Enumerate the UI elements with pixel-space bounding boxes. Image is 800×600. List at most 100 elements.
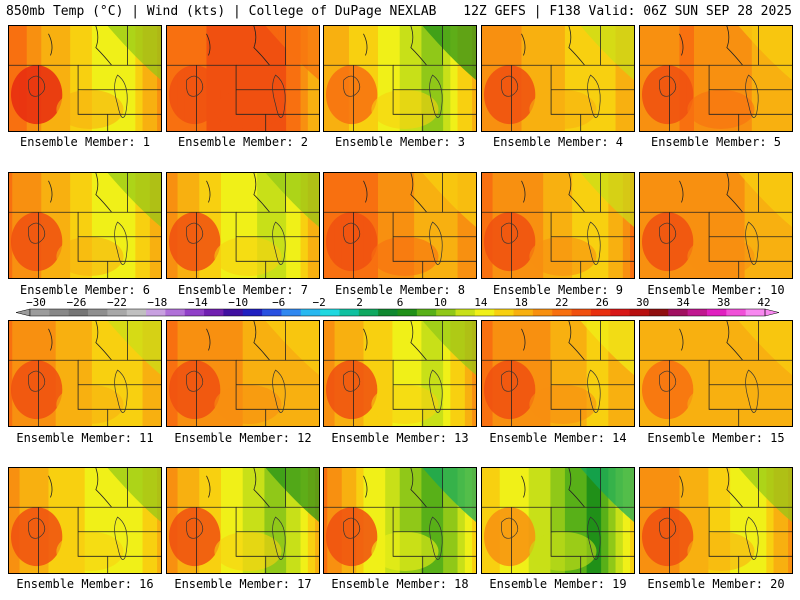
colorbar-tick-label: 18 bbox=[515, 296, 528, 309]
ensemble-member-map bbox=[639, 467, 793, 574]
colorbar-swatch bbox=[146, 309, 166, 316]
colorbar-swatch bbox=[223, 309, 244, 316]
ensemble-member-label: Ensemble Member: 16 bbox=[16, 577, 154, 591]
ensemble-member-map bbox=[639, 320, 793, 427]
colorbar-tick-label: 14 bbox=[474, 296, 488, 309]
temperature-colorbar: −30 −26 −22 −18 −14 −10 −6 −2 2 6 10 14 18 22 26 30 34 38… bbox=[15, 296, 780, 317]
colorbar-swatch bbox=[706, 309, 727, 316]
ensemble-member-map bbox=[481, 25, 635, 132]
colorbar-swatch bbox=[126, 309, 147, 316]
colorbar-swatch bbox=[590, 309, 611, 316]
ensemble-member-label: Ensemble Member: 12 bbox=[174, 431, 312, 445]
colorbar-swatch bbox=[165, 309, 186, 316]
ensemble-member-map bbox=[166, 320, 320, 427]
colorbar-swatch bbox=[687, 309, 708, 316]
colorbar-swatch bbox=[107, 309, 128, 316]
colorbar-tick-label: −26 bbox=[66, 296, 86, 309]
colorbar-tick-label: −2 bbox=[312, 296, 325, 309]
ensemble-member-label: Ensemble Member: 2 bbox=[177, 135, 309, 149]
colorbar-swatch bbox=[668, 309, 689, 316]
colorbar-swatch bbox=[648, 309, 669, 316]
colorbar-swatch bbox=[68, 309, 89, 316]
ensemble-member-map bbox=[166, 467, 320, 574]
ensemble-member-map bbox=[8, 172, 162, 279]
colorbar-tick-label: −14 bbox=[188, 296, 208, 309]
ensemble-member-label: Ensemble Member: 19 bbox=[489, 577, 627, 591]
colorbar-tick-label: 2 bbox=[356, 296, 363, 309]
ensemble-member-map bbox=[639, 25, 793, 132]
colorbar-tick-label: 34 bbox=[676, 296, 690, 309]
colorbar-swatch bbox=[397, 309, 418, 316]
ensemble-member-map bbox=[323, 320, 477, 427]
colorbar-tick-label: 10 bbox=[434, 296, 447, 309]
colorbar-swatch bbox=[629, 309, 650, 316]
colorbar-swatch bbox=[242, 309, 263, 316]
colorbar-swatch bbox=[494, 309, 515, 316]
colorbar-tick-label: −22 bbox=[107, 296, 127, 309]
ensemble-member-map bbox=[481, 467, 635, 574]
ensemble-member-label: Ensemble Member: 14 bbox=[489, 431, 627, 445]
ensemble-member-label: Ensemble Member: 5 bbox=[650, 135, 782, 149]
ensemble-member-label: Ensemble Member: 4 bbox=[492, 135, 624, 149]
ensemble-member-map bbox=[323, 25, 477, 132]
colorbar-swatch bbox=[30, 309, 50, 316]
ensemble-member-map bbox=[166, 25, 320, 132]
colorbar-swatch bbox=[358, 309, 379, 316]
colorbar-tick-label: 30 bbox=[636, 296, 649, 309]
colorbar-swatch bbox=[416, 309, 437, 316]
colorbar-tick-label: −30 bbox=[26, 296, 46, 309]
ensemble-member-map bbox=[8, 320, 162, 427]
colorbar-swatch bbox=[474, 309, 495, 316]
colorbar-swatch bbox=[455, 309, 476, 316]
colorbar-swatch bbox=[745, 309, 766, 316]
ensemble-member-label: Ensemble Member: 20 bbox=[647, 577, 785, 591]
colorbar-swatch bbox=[262, 309, 282, 316]
colorbar-swatch bbox=[571, 309, 592, 316]
ensemble-member-label: Ensemble Member: 3 bbox=[334, 135, 466, 149]
ensemble-member-map bbox=[323, 172, 477, 279]
colorbar-tick-label: 6 bbox=[397, 296, 404, 309]
colorbar-swatch bbox=[204, 309, 224, 316]
ensemble-member-label: Ensemble Member: 10 bbox=[647, 283, 785, 297]
colorbar-swatch bbox=[281, 309, 302, 316]
ensemble-member-label: Ensemble Member: 15 bbox=[647, 431, 785, 445]
ensemble-member-label: Ensemble Member: 11 bbox=[16, 431, 154, 445]
colorbar-swatch bbox=[726, 309, 747, 316]
colorbar-swatch bbox=[436, 309, 457, 316]
ensemble-member-label: Ensemble Member: 6 bbox=[19, 283, 151, 297]
colorbar-swatch bbox=[610, 309, 631, 316]
colorbar-tick-label: 42 bbox=[757, 296, 770, 309]
ensemble-member-map bbox=[8, 25, 162, 132]
colorbar-swatch bbox=[300, 309, 321, 316]
ensemble-member-label: Ensemble Member: 9 bbox=[492, 283, 624, 297]
ensemble-member-map bbox=[8, 467, 162, 574]
colorbar-swatch bbox=[320, 309, 340, 316]
colorbar-tick-label: 22 bbox=[555, 296, 568, 309]
colorbar-swatch bbox=[88, 309, 108, 316]
colorbar-swatch bbox=[532, 309, 553, 316]
colorbar-swatch bbox=[513, 309, 534, 316]
run-info: 12Z GEFS | F138 Valid: 06Z SUN SEP 28 20… bbox=[463, 4, 792, 19]
ensemble-member-label: Ensemble Member: 8 bbox=[334, 283, 466, 297]
colorbar-tick-label: 26 bbox=[596, 296, 609, 309]
colorbar-tick-label: 38 bbox=[717, 296, 730, 309]
ensemble-member-label: Ensemble Member: 1 bbox=[19, 135, 151, 149]
colorbar-swatch bbox=[339, 309, 360, 316]
ensemble-member-label: Ensemble Member: 18 bbox=[331, 577, 469, 591]
map-title: 850mb Temp (°C) | Wind (kts) | College o… bbox=[6, 4, 437, 19]
colorbar-tick-label: −18 bbox=[147, 296, 167, 309]
ensemble-member-map bbox=[481, 172, 635, 279]
ensemble-member-label: Ensemble Member: 17 bbox=[174, 577, 312, 591]
colorbar-tick-label: −6 bbox=[272, 296, 285, 309]
ensemble-member-map bbox=[323, 467, 477, 574]
ensemble-member-map bbox=[639, 172, 793, 279]
colorbar-swatch bbox=[49, 309, 70, 316]
ensemble-member-map bbox=[481, 320, 635, 427]
colorbar-tick-label: −10 bbox=[228, 296, 248, 309]
colorbar-left-arrow bbox=[15, 308, 31, 317]
colorbar-swatch bbox=[378, 309, 398, 316]
colorbar-swatch bbox=[184, 309, 205, 316]
ensemble-member-label: Ensemble Member: 7 bbox=[177, 283, 309, 297]
colorbar-swatch bbox=[552, 309, 573, 316]
ensemble-member-label: Ensemble Member: 13 bbox=[331, 431, 469, 445]
